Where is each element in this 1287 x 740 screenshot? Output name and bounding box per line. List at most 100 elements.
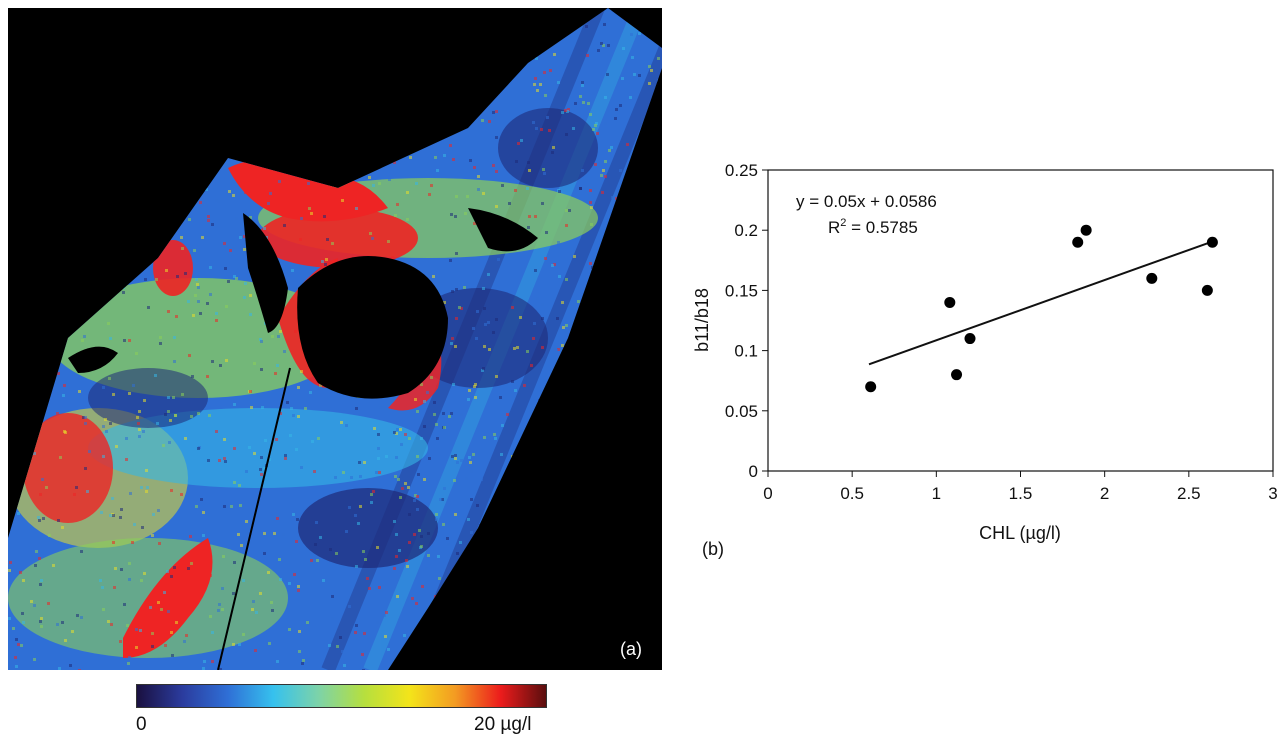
map-speckle-dot <box>107 620 110 623</box>
map-speckle-dot <box>186 39 189 42</box>
map-speckle-dot <box>450 213 453 216</box>
map-speckle-dot <box>251 608 254 611</box>
map-speckle-dot <box>526 187 529 190</box>
map-speckle-dot <box>568 450 571 453</box>
map-speckle-dot <box>205 101 208 104</box>
map-speckle-dot <box>378 182 381 185</box>
map-speckle-dot <box>34 564 37 567</box>
map-speckle-dot <box>548 129 551 132</box>
map-speckle-dot <box>37 417 40 420</box>
map-image <box>8 8 662 670</box>
map-speckle-dot <box>375 471 378 474</box>
map-speckle-dot <box>37 69 40 72</box>
map-speckle-dot <box>57 248 60 251</box>
map-speckle-dot <box>591 266 594 269</box>
map-speckle-dot <box>238 36 241 39</box>
map-speckle-dot <box>263 227 266 230</box>
map-speckle-dot <box>509 58 512 61</box>
map-speckle-dot <box>127 662 130 665</box>
map-speckle-dot <box>169 209 172 212</box>
map-speckle-dot <box>629 96 632 99</box>
map-speckle-dot <box>501 527 504 530</box>
map-speckle-dot <box>495 318 498 321</box>
map-speckle-dot <box>271 609 274 612</box>
map-speckle-dot <box>458 306 461 309</box>
map-speckle-dot <box>335 13 338 16</box>
map-speckle-dot <box>435 513 438 516</box>
map-speckle-dot <box>156 188 159 191</box>
map-speckle-dot <box>140 84 143 87</box>
map-speckle-dot <box>626 327 629 330</box>
map-speckle-dot <box>654 394 657 397</box>
map-speckle-dot <box>215 319 218 322</box>
map-speckle-dot <box>255 46 258 49</box>
map-speckle-dot <box>615 197 618 200</box>
map-speckle-dot <box>363 461 366 464</box>
map-speckle-dot <box>516 24 519 27</box>
map-speckle-dot <box>73 37 76 40</box>
map-speckle-dot <box>416 495 419 498</box>
map-speckle-dot <box>169 419 172 422</box>
map-speckle-dot <box>456 552 459 555</box>
map-speckle-dot <box>488 348 491 351</box>
map-speckle-dot <box>335 552 338 555</box>
map-speckle-dot <box>549 22 552 25</box>
map-speckle-dot <box>245 470 248 473</box>
map-speckle-dot <box>548 512 551 515</box>
map-speckle-dot <box>30 307 33 310</box>
map-speckle-dot <box>122 291 125 294</box>
map-speckle-dot <box>577 368 580 371</box>
map-speckle-dot <box>534 77 537 80</box>
map-speckle-dot <box>209 574 212 577</box>
map-speckle-dot <box>420 535 423 538</box>
map-speckle-dot <box>153 146 156 149</box>
map-speckle-dot <box>614 117 617 120</box>
map-speckle-dot <box>398 74 401 77</box>
map-speckle-dot <box>434 595 437 598</box>
map-speckle-dot <box>20 644 23 647</box>
map-speckle-dot <box>657 134 660 137</box>
map-speckle-dot <box>151 645 154 648</box>
map-patch <box>153 240 193 296</box>
map-speckle-dot <box>76 614 79 617</box>
map-speckle-dot <box>552 146 555 149</box>
map-speckle-dot <box>648 82 651 85</box>
map-speckle-dot <box>457 599 460 602</box>
map-speckle-dot <box>14 172 17 175</box>
map-speckle-dot <box>74 321 77 324</box>
map-speckle-dot <box>105 430 108 433</box>
map-speckle-dot <box>495 170 498 173</box>
map-speckle-dot <box>577 300 580 303</box>
map-speckle-dot <box>322 100 325 103</box>
map-speckle-dot <box>131 541 134 544</box>
map-speckle-dot <box>396 203 399 206</box>
map-speckle-dot <box>288 203 291 206</box>
map-speckle-dot <box>407 486 410 489</box>
map-speckle-dot <box>195 505 198 508</box>
map-speckle-dot <box>258 148 261 151</box>
map-speckle-dot <box>454 513 457 516</box>
map-speckle-dot <box>282 30 285 33</box>
map-speckle-dot <box>253 189 256 192</box>
map-speckle-dot <box>221 608 224 611</box>
map-speckle-dot <box>584 415 587 418</box>
map-speckle-dot <box>436 28 439 31</box>
map-speckle-dot <box>87 51 90 54</box>
map-speckle-dot <box>614 604 617 607</box>
map-speckle-dot <box>63 95 66 98</box>
map-speckle-dot <box>168 160 171 163</box>
map-speckle-dot <box>526 466 529 469</box>
map-speckle-dot <box>538 423 541 426</box>
map-speckle-dot <box>435 148 438 151</box>
map-speckle-dot <box>33 422 36 425</box>
map-speckle-dot <box>449 259 452 262</box>
map-speckle-dot <box>621 351 624 354</box>
map-speckle-dot <box>267 22 270 25</box>
map-speckle-dot <box>648 255 651 258</box>
map-speckle-dot <box>468 456 471 459</box>
map-speckle-dot <box>561 600 564 603</box>
map-speckle-dot <box>25 205 28 208</box>
map-speckle-dot <box>126 247 129 250</box>
map-speckle-dot <box>93 288 96 291</box>
map-speckle-dot <box>442 52 445 55</box>
